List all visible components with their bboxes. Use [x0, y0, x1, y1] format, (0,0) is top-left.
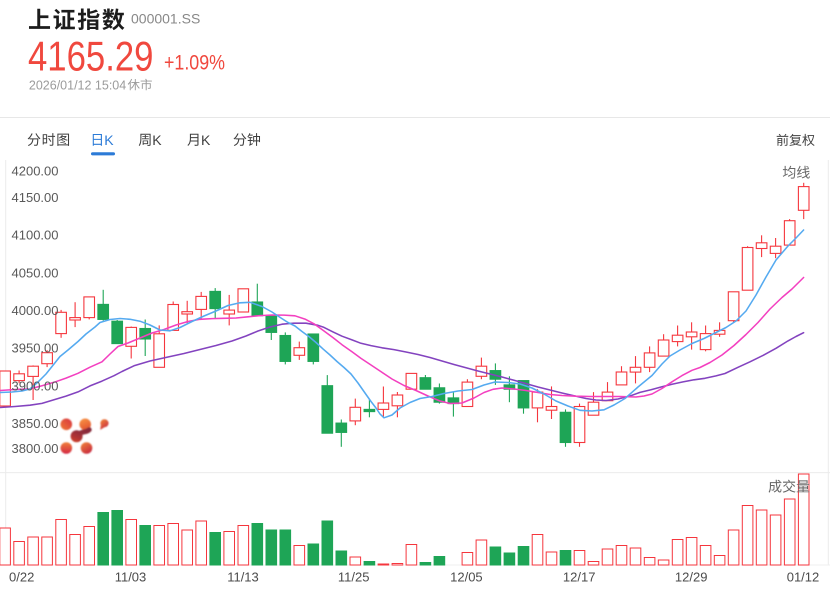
svg-text:11/03: 11/03 [115, 570, 147, 585]
svg-text:000001.SS: 000001.SS [131, 11, 200, 27]
svg-text:4150.00: 4150.00 [12, 190, 59, 205]
svg-text:0/22: 0/22 [9, 570, 34, 585]
svg-text:K: K [104, 132, 114, 148]
svg-text:K: K [201, 132, 211, 148]
svg-text:12/29: 12/29 [675, 570, 708, 585]
svg-text:4200.00: 4200.00 [12, 163, 59, 178]
svg-text:2026/01/12 15:04: 2026/01/12 15:04 [29, 78, 126, 92]
svg-text:4050.00: 4050.00 [12, 265, 59, 280]
svg-text:+1.09%: +1.09% [164, 50, 225, 74]
svg-text:11/25: 11/25 [338, 570, 370, 585]
svg-text:3950.00: 3950.00 [12, 341, 59, 356]
svg-text:3850.00: 3850.00 [12, 416, 59, 431]
svg-text:3900.00: 3900.00 [12, 378, 59, 393]
svg-text:12/05: 12/05 [450, 570, 483, 585]
svg-text:4165.29: 4165.29 [28, 32, 154, 79]
svg-text:4000.00: 4000.00 [12, 303, 59, 318]
svg-text:4100.00: 4100.00 [12, 228, 59, 243]
svg-text:K: K [152, 132, 162, 148]
svg-text:11/13: 11/13 [227, 570, 259, 585]
svg-text:01/12: 01/12 [787, 570, 820, 585]
svg-text:3800.00: 3800.00 [12, 441, 59, 456]
svg-text:12/17: 12/17 [563, 570, 596, 585]
